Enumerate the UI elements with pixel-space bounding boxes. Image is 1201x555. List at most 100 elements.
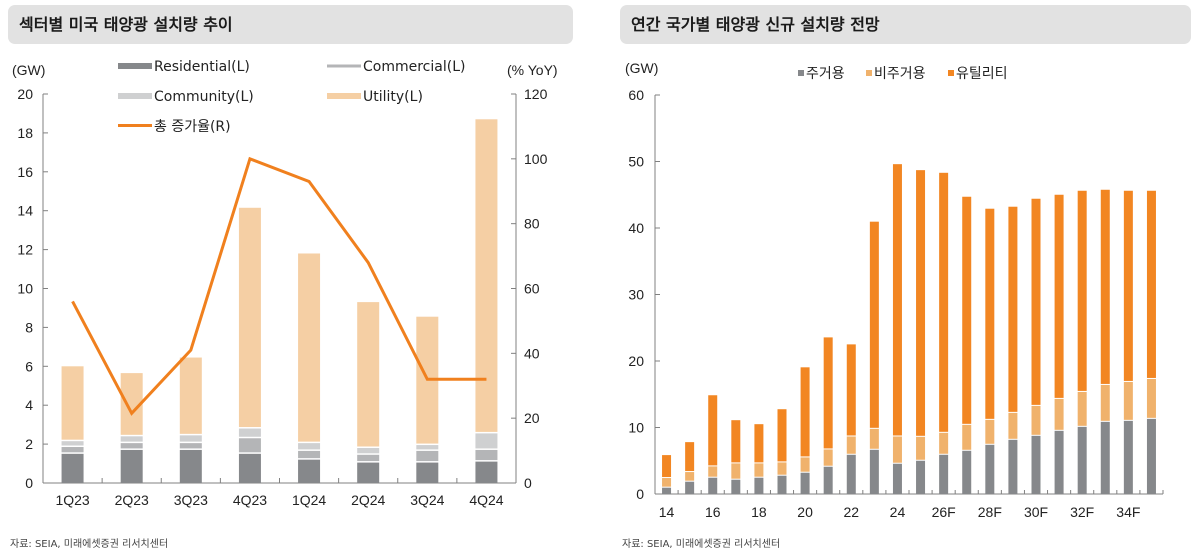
bar-residential [238, 453, 261, 483]
y-tick-label: 2 [25, 436, 33, 452]
bar-residential [1077, 426, 1087, 494]
y-tick-label: 40 [628, 220, 644, 236]
bar-residential [823, 466, 833, 494]
bar-non-residential [985, 419, 995, 444]
legend-swatch [327, 93, 361, 99]
x-tick-label: 32F [1070, 504, 1094, 520]
bar-residential [1054, 430, 1064, 494]
bar-residential [475, 461, 498, 483]
bar-non-residential [962, 424, 972, 450]
bar-non-residential [1100, 384, 1110, 421]
bar-non-residential [685, 472, 695, 481]
bar-residential [800, 472, 810, 494]
x-tick-label: 4Q23 [233, 492, 267, 508]
y-tick-label: 30 [628, 287, 644, 303]
bar-commercial [179, 443, 202, 449]
bar-community [120, 436, 143, 442]
x-tick-label: 2Q23 [115, 492, 149, 508]
right-source-note: 자료: SEIA, 미래에셋증권 리서치센터 [622, 539, 781, 550]
x-tick-label: 3Q23 [174, 492, 208, 508]
y-tick-label: 6 [25, 358, 33, 374]
y2-tick-label: 20 [524, 410, 540, 426]
y-tick-label: 0 [636, 486, 644, 502]
legend-label: Community(L) [154, 89, 254, 105]
left-chart-title: 섹터별 미국 태양광 설치량 추이 [8, 5, 573, 44]
bar-community [238, 428, 261, 437]
bar-residential [939, 454, 949, 494]
bar-utility [1077, 190, 1087, 391]
legend-label: Commercial(L) [363, 59, 465, 75]
x-tick-label: 18 [751, 504, 767, 520]
bar-residential [1146, 418, 1156, 494]
x-tick-label: 28F [978, 504, 1002, 520]
bar-commercial [120, 443, 143, 449]
y-tick-label: 8 [25, 319, 33, 335]
x-tick-label: 14 [659, 504, 675, 520]
y2-tick-label: 100 [524, 151, 548, 167]
bar-utility [61, 366, 84, 440]
bar-non-residential [708, 466, 718, 477]
bar-commercial [416, 450, 439, 462]
bar-utility [662, 455, 672, 478]
bar-residential [1031, 435, 1041, 494]
legend-swatch [798, 70, 804, 76]
bar-residential [120, 449, 143, 483]
bar-utility [777, 409, 787, 462]
legend-label: Utility(L) [363, 89, 423, 105]
bar-utility [754, 424, 764, 463]
bar-utility [1100, 189, 1110, 384]
x-tick-label: 20 [797, 504, 813, 520]
y-axis-unit: (GW) [12, 62, 45, 78]
bar-residential [708, 477, 718, 494]
bar-residential [731, 479, 741, 494]
bar-utility [357, 302, 380, 447]
y-tick-label: 14 [17, 203, 33, 219]
x-tick-label: 1Q23 [55, 492, 89, 508]
bar-residential [416, 462, 439, 483]
y2-tick-label: 80 [524, 216, 540, 232]
bar-non-residential [916, 436, 926, 460]
y-tick-label: 50 [628, 154, 644, 170]
left-chart: 0 2 4 6 8 10 12 14 16 18 20 0 20 40 60 80 100 120 (GW) (% Y… [12, 59, 558, 508]
bar-utility [823, 337, 833, 449]
legend-swatch [327, 64, 361, 68]
bar-residential [298, 459, 321, 483]
bar-residential [777, 475, 787, 494]
bar-utility [1146, 190, 1156, 378]
y-tick-label: 18 [17, 125, 33, 141]
y2-axis-unit: (% YoY) [507, 62, 558, 78]
legend-label: Residential(L) [154, 59, 250, 75]
bar-residential [61, 453, 84, 483]
bar-residential [179, 449, 202, 483]
bar-utility [985, 208, 995, 419]
legend-swatch [118, 63, 152, 69]
y-tick-label: 60 [628, 87, 644, 103]
legend-swatch [118, 93, 152, 99]
bar-non-residential [800, 457, 810, 472]
bar-community [179, 435, 202, 442]
legend-label: 주거용 [806, 66, 845, 82]
x-tick-label: 24 [890, 504, 906, 520]
bar-utility [962, 196, 972, 424]
bar-residential [754, 477, 764, 494]
bar-utility [916, 170, 926, 436]
bar-commercial [238, 438, 261, 453]
y2-tick-label: 40 [524, 345, 540, 361]
bar-utility [846, 344, 856, 436]
right-chart-title: 연간 국가별 태양광 신규 설치량 전망 [620, 5, 1191, 44]
bar-community [475, 433, 498, 449]
bar-utility [800, 367, 810, 457]
y-tick-label: 20 [628, 353, 644, 369]
bar-residential [1123, 420, 1133, 494]
bar-community [357, 447, 380, 454]
bar-non-residential [777, 462, 787, 475]
bar-utility [1123, 190, 1133, 381]
bar-non-residential [1146, 378, 1156, 418]
y2-tick-label: 0 [524, 475, 532, 491]
bar-utility [475, 119, 498, 432]
right-chart: 0 10 20 30 40 50 60 (GW) 14 16 18 20 22 24 26F 28F 30F 32… [625, 60, 1164, 520]
y-tick-label: 16 [17, 164, 33, 180]
bar-non-residential [846, 436, 856, 454]
legend-swatch-line [118, 124, 152, 127]
bar-non-residential [939, 432, 949, 454]
